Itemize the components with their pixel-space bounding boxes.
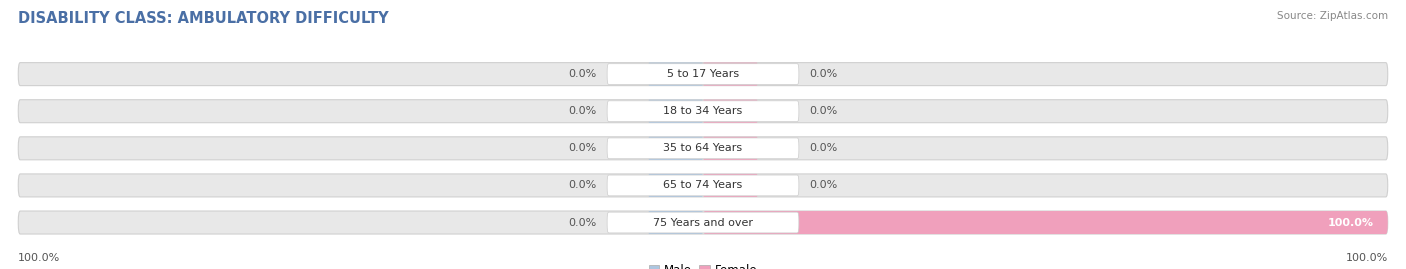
FancyBboxPatch shape: [648, 137, 703, 160]
FancyBboxPatch shape: [703, 211, 1388, 234]
Text: 100.0%: 100.0%: [18, 253, 60, 263]
Text: Source: ZipAtlas.com: Source: ZipAtlas.com: [1277, 11, 1388, 21]
Text: 35 to 64 Years: 35 to 64 Years: [664, 143, 742, 153]
FancyBboxPatch shape: [648, 63, 703, 86]
FancyBboxPatch shape: [648, 174, 703, 197]
FancyBboxPatch shape: [607, 138, 799, 159]
FancyBboxPatch shape: [18, 100, 1388, 123]
FancyBboxPatch shape: [607, 212, 799, 233]
Text: 18 to 34 Years: 18 to 34 Years: [664, 106, 742, 116]
FancyBboxPatch shape: [18, 137, 1388, 160]
FancyBboxPatch shape: [703, 100, 758, 123]
Text: 0.0%: 0.0%: [568, 218, 598, 228]
Text: 0.0%: 0.0%: [568, 106, 598, 116]
Text: 75 Years and over: 75 Years and over: [652, 218, 754, 228]
Text: DISABILITY CLASS: AMBULATORY DIFFICULTY: DISABILITY CLASS: AMBULATORY DIFFICULTY: [18, 11, 389, 26]
FancyBboxPatch shape: [607, 101, 799, 122]
Text: 0.0%: 0.0%: [808, 106, 838, 116]
FancyBboxPatch shape: [703, 63, 758, 86]
Text: 0.0%: 0.0%: [568, 69, 598, 79]
Text: 0.0%: 0.0%: [568, 143, 598, 153]
Text: 0.0%: 0.0%: [808, 143, 838, 153]
FancyBboxPatch shape: [607, 64, 799, 84]
Text: 65 to 74 Years: 65 to 74 Years: [664, 180, 742, 190]
FancyBboxPatch shape: [18, 211, 1388, 234]
Text: 5 to 17 Years: 5 to 17 Years: [666, 69, 740, 79]
FancyBboxPatch shape: [703, 174, 758, 197]
FancyBboxPatch shape: [607, 175, 799, 196]
FancyBboxPatch shape: [648, 211, 703, 234]
Text: 0.0%: 0.0%: [808, 180, 838, 190]
FancyBboxPatch shape: [703, 137, 758, 160]
FancyBboxPatch shape: [18, 174, 1388, 197]
Text: 100.0%: 100.0%: [1346, 253, 1388, 263]
FancyBboxPatch shape: [648, 100, 703, 123]
Text: 0.0%: 0.0%: [808, 69, 838, 79]
Legend: Male, Female: Male, Female: [644, 259, 762, 269]
Text: 100.0%: 100.0%: [1329, 218, 1374, 228]
Text: 0.0%: 0.0%: [568, 180, 598, 190]
FancyBboxPatch shape: [18, 63, 1388, 86]
